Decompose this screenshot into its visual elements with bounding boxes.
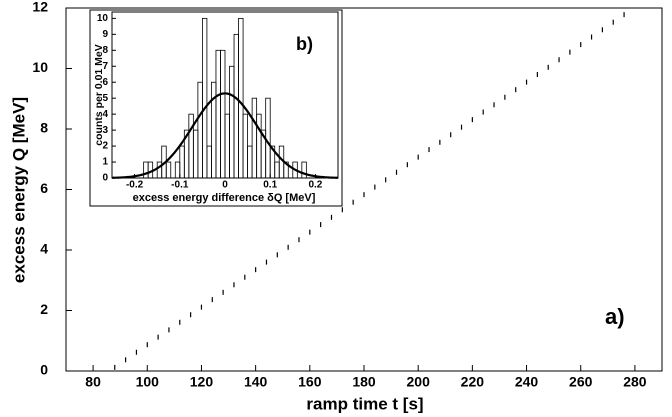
histogram-bar (201, 17, 208, 179)
fit-curve (111, 92, 339, 179)
x-tick-label: 140 (244, 374, 268, 390)
x-tick-label: 0 (222, 180, 228, 191)
y-tick-label: 0 (102, 173, 108, 184)
inset-annotation: b) (296, 34, 313, 54)
y-tick-label: 4 (40, 241, 48, 257)
x-tick-label: 0.1 (263, 180, 277, 191)
y-tick-label: 8 (102, 45, 108, 56)
x-tick-label: 180 (352, 374, 376, 390)
y-tick-label: 0 (40, 362, 48, 378)
x-tick-label: -0.1 (171, 180, 189, 191)
y-tick-label: 4 (102, 109, 108, 120)
x-tick-label: 120 (190, 374, 214, 390)
histogram-bar (301, 161, 307, 179)
y-tick-label: 10 (32, 59, 48, 75)
inset-x-axis-label: excess energy difference δQ [MeV] (133, 192, 316, 204)
x-tick-label: 200 (407, 374, 431, 390)
y-tick-label: 7 (102, 61, 108, 72)
histogram-bar (238, 17, 244, 179)
x-tick-label: 80 (85, 374, 101, 390)
y-tick-label: 9 (102, 29, 108, 40)
x-axis-label: ramp time t [s] (306, 394, 423, 413)
y-axis-label: excess energy Q [MeV] (9, 97, 28, 283)
x-tick-label: 260 (569, 374, 593, 390)
y-tick-label: 2 (102, 141, 108, 152)
y-tick-label: 10 (97, 13, 109, 24)
y-tick-label: 8 (40, 120, 48, 136)
x-tick-label: 280 (623, 374, 647, 390)
y-tick-label: 1 (102, 157, 108, 168)
y-tick-label: 6 (40, 180, 48, 196)
x-tick-label: 160 (298, 374, 322, 390)
x-tick-label: 220 (461, 374, 485, 390)
x-tick-label: -0.2 (126, 180, 144, 191)
y-tick-label: 12 (32, 0, 48, 15)
annotation: a) (605, 304, 625, 329)
inset-y-axis-label: counts per 0.01 MeV (93, 44, 105, 146)
y-tick-label: 5 (102, 93, 108, 104)
y-tick-label: 6 (102, 77, 108, 88)
histogram-bar (165, 161, 172, 179)
x-tick-label: 240 (515, 374, 539, 390)
x-tick-label: 0.2 (308, 180, 322, 191)
y-tick-label: 2 (40, 301, 48, 317)
y-tick-label: 3 (102, 125, 108, 136)
x-tick-label: 100 (136, 374, 160, 390)
